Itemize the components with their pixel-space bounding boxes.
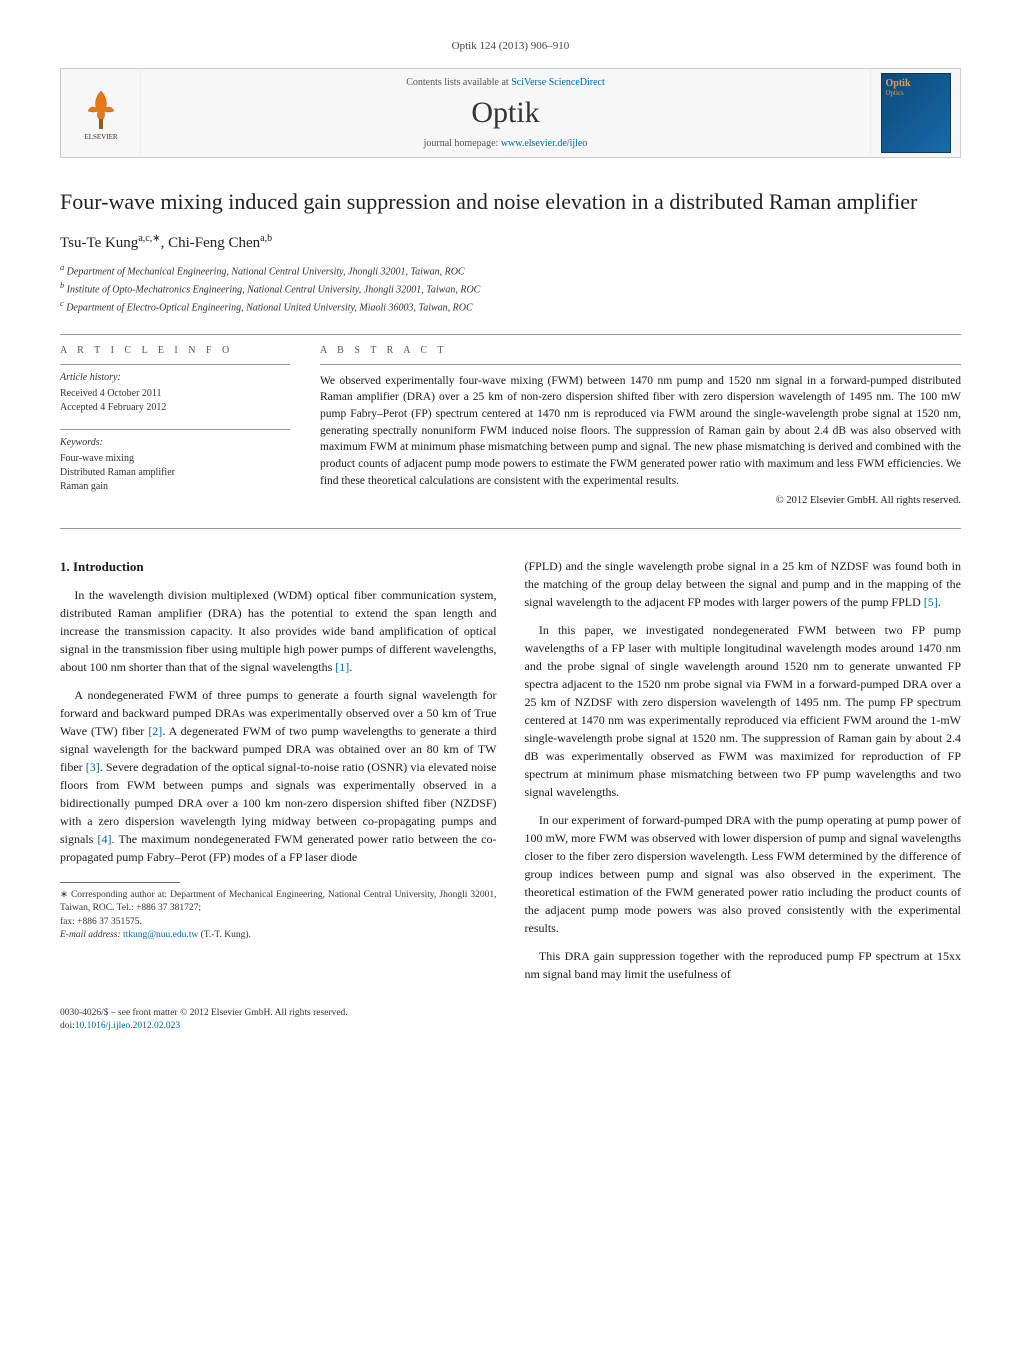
author-2-sup: a,b	[260, 233, 272, 244]
ref-3[interactable]: [3]	[86, 760, 100, 774]
left-column: 1. Introduction In the wavelength divisi…	[60, 557, 497, 993]
cover-sub: Optics	[886, 89, 946, 97]
affil-c-text: Department of Electro-Optical Engineerin…	[66, 303, 472, 314]
fax-line: fax: +886 37 351575.	[60, 916, 497, 929]
received-line: Received 4 October 2011	[60, 387, 290, 401]
elsevier-tree-icon: ELSEVIER	[76, 83, 126, 143]
article-info-label: a r t i c l e i n f o	[60, 345, 290, 356]
info-abstract-row: a r t i c l e i n f o Article history: R…	[60, 345, 961, 508]
banner-center: Contents lists available at SciVerse Sci…	[141, 77, 870, 149]
history-block: Article history: Received 4 October 2011…	[60, 364, 290, 415]
publisher-logo-box: ELSEVIER	[61, 69, 141, 157]
p3-end: .	[938, 595, 941, 609]
para-4: In this paper, we investigated nondegene…	[525, 621, 962, 801]
affil-a-text: Department of Mechanical Engineering, Na…	[67, 266, 465, 277]
author-line: Tsu-Te Kunga,c,∗, Chi-Feng Chena,b	[60, 233, 961, 252]
cover-title: Optik	[886, 78, 946, 89]
keywords-label: Keywords:	[60, 436, 290, 450]
author-2: Chi-Feng Chen	[168, 235, 260, 251]
article-title: Four-wave mixing induced gain suppressio…	[60, 188, 961, 217]
footnote-separator	[60, 882, 180, 883]
para-5: In our experiment of forward-pumped DRA …	[525, 811, 962, 937]
para-3: (FPLD) and the single wavelength probe s…	[525, 557, 962, 611]
author-1: Tsu-Te Kung	[60, 235, 138, 251]
abstract-copyright: © 2012 Elsevier GmbH. All rights reserve…	[320, 495, 961, 506]
footnote-block: ∗ Corresponding author at: Department of…	[60, 889, 497, 942]
journal-name: Optik	[141, 96, 870, 130]
keyword-2: Distributed Raman amplifier	[60, 466, 290, 480]
page-footer: 0030-4026/$ – see front matter © 2012 El…	[60, 1007, 961, 1034]
affil-b: b Institute of Opto-Mechatronics Enginee…	[60, 280, 961, 297]
p1-text: In the wavelength division multiplexed (…	[60, 588, 497, 674]
contents-line: Contents lists available at SciVerse Sci…	[141, 77, 870, 88]
page-container: Optik 124 (2013) 906–910 ELSEVIER Conten…	[0, 0, 1021, 1073]
contents-prefix: Contents lists available at	[406, 77, 511, 88]
email-link[interactable]: ttkung@nuu.edu.tw	[123, 930, 198, 940]
email-label: E-mail address:	[60, 930, 123, 940]
doi-label: doi:	[60, 1021, 75, 1031]
ref-1[interactable]: [1]	[335, 660, 349, 674]
header-citation: Optik 124 (2013) 906–910	[60, 40, 961, 52]
journal-cover-thumb: Optik Optics	[881, 73, 951, 153]
ref-4[interactable]: [4]	[98, 832, 112, 846]
corresponding-author: ∗ Corresponding author at: Department of…	[60, 889, 497, 916]
article-info-col: a r t i c l e i n f o Article history: R…	[60, 345, 290, 508]
para-2: A nondegenerated FWM of three pumps to g…	[60, 686, 497, 866]
accepted-line: Accepted 4 February 2012	[60, 401, 290, 415]
author-sep: ,	[161, 235, 169, 251]
journal-banner: ELSEVIER Contents lists available at Sci…	[60, 68, 961, 158]
affiliations: a Department of Mechanical Engineering, …	[60, 262, 961, 316]
doi-line: doi:10.1016/j.ijleo.2012.02.023	[60, 1020, 961, 1033]
para-6: This DRA gain suppression together with …	[525, 947, 962, 983]
history-label: Article history:	[60, 371, 290, 385]
right-column: (FPLD) and the single wavelength probe s…	[525, 557, 962, 993]
abstract-col: a b s t r a c t We observed experimental…	[320, 345, 961, 508]
front-matter-line: 0030-4026/$ – see front matter © 2012 El…	[60, 1007, 961, 1020]
abstract-label: a b s t r a c t	[320, 345, 961, 356]
email-suffix: (T.-T. Kung).	[198, 930, 251, 940]
p3-text: (FPLD) and the single wavelength probe s…	[525, 559, 962, 609]
author-1-sup: a,c,∗	[138, 233, 160, 244]
intro-heading: 1. Introduction	[60, 557, 497, 577]
body-columns: 1. Introduction In the wavelength divisi…	[60, 557, 961, 993]
svg-text:ELSEVIER: ELSEVIER	[84, 133, 117, 141]
p1-end: .	[349, 660, 352, 674]
journal-cover-box: Optik Optics	[870, 69, 960, 157]
homepage-line: journal homepage: www.elsevier.de/ijleo	[141, 138, 870, 149]
affil-a: a Department of Mechanical Engineering, …	[60, 262, 961, 279]
ref-5[interactable]: [5]	[924, 595, 938, 609]
divider-2	[60, 528, 961, 529]
abstract-text: We observed experimentally four-wave mix…	[320, 364, 961, 490]
p2-end: . The maximum nondegenerated FWM generat…	[60, 832, 497, 864]
keywords-block: Keywords: Four-wave mixing Distributed R…	[60, 429, 290, 494]
affil-b-text: Institute of Opto-Mechatronics Engineeri…	[67, 284, 481, 295]
keyword-3: Raman gain	[60, 480, 290, 494]
divider	[60, 334, 961, 335]
email-line: E-mail address: ttkung@nuu.edu.tw (T.-T.…	[60, 929, 497, 942]
homepage-link[interactable]: www.elsevier.de/ijleo	[501, 138, 588, 149]
keyword-1: Four-wave mixing	[60, 452, 290, 466]
affil-c: c Department of Electro-Optical Engineer…	[60, 298, 961, 315]
sciencedirect-link[interactable]: SciVerse ScienceDirect	[511, 77, 605, 88]
ref-2[interactable]: [2]	[148, 724, 162, 738]
para-1: In the wavelength division multiplexed (…	[60, 586, 497, 676]
doi-link[interactable]: 10.1016/j.ijleo.2012.02.023	[75, 1021, 180, 1031]
homepage-prefix: journal homepage:	[424, 138, 501, 149]
